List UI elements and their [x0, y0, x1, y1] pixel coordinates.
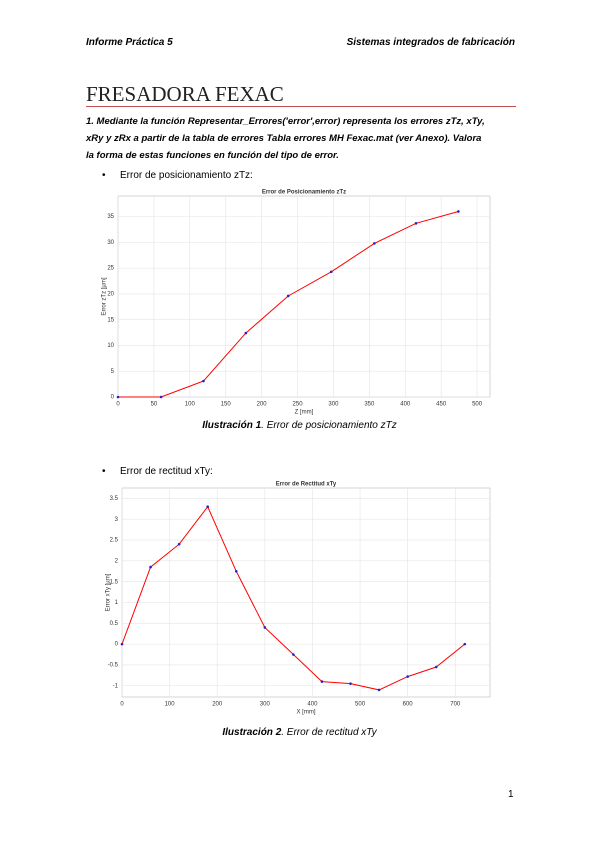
- plot-area: [117, 195, 491, 398]
- y-tick-label: 3.5: [110, 496, 119, 502]
- marker: [457, 210, 460, 213]
- y-tick-label: 15: [107, 317, 114, 323]
- marker: [149, 565, 152, 569]
- y-tick-label: 1.5: [110, 579, 119, 585]
- x-axis-label: X [mm]: [297, 710, 316, 716]
- marker: [120, 642, 124, 646]
- marker: [263, 626, 267, 629]
- marker: [206, 505, 209, 509]
- x-tick-label: 500: [355, 702, 366, 708]
- caption-label: Ilustración 1: [202, 420, 262, 431]
- y-tick-label: 0.5: [110, 621, 119, 627]
- marker: [320, 680, 324, 683]
- y-tick-label: 20: [107, 292, 114, 298]
- y-tick-label: 30: [107, 240, 114, 246]
- title: FRESADORA FEXAC: [86, 82, 284, 106]
- y-tick-label: 10: [107, 343, 114, 349]
- x-tick-label: 150: [221, 402, 232, 408]
- y-tick-label: 0: [111, 395, 115, 401]
- y-tick-label: 2.5: [110, 538, 119, 544]
- caption-label: Ilustración 2: [222, 727, 282, 738]
- caption-text: . Error de rectitud xTy: [281, 727, 377, 738]
- marker: [377, 688, 381, 692]
- bullet: Error de rectitud xTy:: [102, 466, 213, 477]
- marker: [414, 222, 418, 225]
- header-right: Sistemas integrados de fabricación: [346, 37, 515, 48]
- title-rule: [86, 106, 516, 107]
- bullet-text: Error de posicionamiento zTz:: [120, 170, 253, 181]
- y-axis-label: Error xTy [µm]: [106, 573, 112, 611]
- y-tick-label: 25: [107, 266, 114, 272]
- marker: [349, 682, 352, 685]
- x-tick-label: 0: [116, 402, 120, 408]
- marker: [159, 395, 163, 399]
- caption-text: . Error de posicionamiento zTz: [261, 420, 397, 431]
- marker: [202, 379, 205, 383]
- y-tick-label: -0.5: [108, 663, 119, 669]
- marker: [373, 242, 376, 245]
- marker: [177, 542, 181, 546]
- y-tick-label: 0: [115, 642, 119, 648]
- x-tick-label: 350: [364, 402, 375, 408]
- x-tick-label: 200: [257, 402, 268, 408]
- bullet: Error de posicionamiento zTz:: [102, 170, 253, 181]
- y-axis-label: Error zTz [µm]: [102, 277, 108, 315]
- marker: [406, 675, 409, 678]
- marker: [434, 665, 438, 669]
- header-left: Informe Práctica 5: [86, 37, 173, 48]
- x-tick-label: 300: [328, 402, 339, 408]
- plot-area: [121, 487, 491, 698]
- x-tick-label: 400: [307, 702, 318, 708]
- x-axis-label: Z [mm]: [295, 410, 314, 416]
- x-tick-label: 250: [293, 402, 304, 408]
- y-tick-label: 2: [115, 558, 119, 564]
- y-tick-label: -1: [113, 683, 119, 689]
- x-tick-label: 300: [260, 702, 271, 708]
- marker: [234, 569, 238, 573]
- chart-title: Error de Rectitud xTy: [276, 482, 337, 488]
- x-tick-label: 100: [165, 702, 176, 708]
- y-tick-label: 5: [111, 369, 115, 375]
- x-tick-label: 100: [185, 402, 196, 408]
- marker: [329, 270, 333, 274]
- x-tick-label: 600: [403, 702, 414, 708]
- chart: -1 -0.5 0 0.5 1 1.5 2 2.5 3 3.5 0 100 200 300 400 500 60…: [106, 482, 491, 716]
- x-tick-label: 500: [472, 402, 483, 408]
- marker: [292, 653, 295, 656]
- marker: [463, 642, 467, 646]
- marker: [116, 395, 120, 399]
- x-tick-label: 200: [212, 702, 223, 708]
- x-tick-label: 450: [436, 402, 447, 408]
- y-tick-label: 3: [115, 517, 119, 523]
- y-tick-label: 1: [115, 600, 119, 606]
- x-tick-label: 400: [400, 402, 411, 408]
- bullet-text: Error de rectitud xTy:: [120, 466, 213, 477]
- y-tick-label: 35: [107, 214, 114, 220]
- chart-title: Error de Posicionamiento zTz: [262, 190, 346, 196]
- caption: Ilustración 2. Error de rectitud xTy: [0, 727, 599, 738]
- paragraph: 1. Mediante la función Representar_Error…: [86, 116, 485, 161]
- page-number: 1: [508, 789, 514, 800]
- x-tick-label: 0: [120, 702, 124, 708]
- marker: [244, 331, 248, 335]
- x-tick-label: 700: [450, 702, 461, 708]
- x-tick-label: 50: [151, 402, 158, 408]
- caption: Ilustración 1. Error de posicionamiento …: [0, 420, 599, 431]
- marker: [286, 294, 290, 298]
